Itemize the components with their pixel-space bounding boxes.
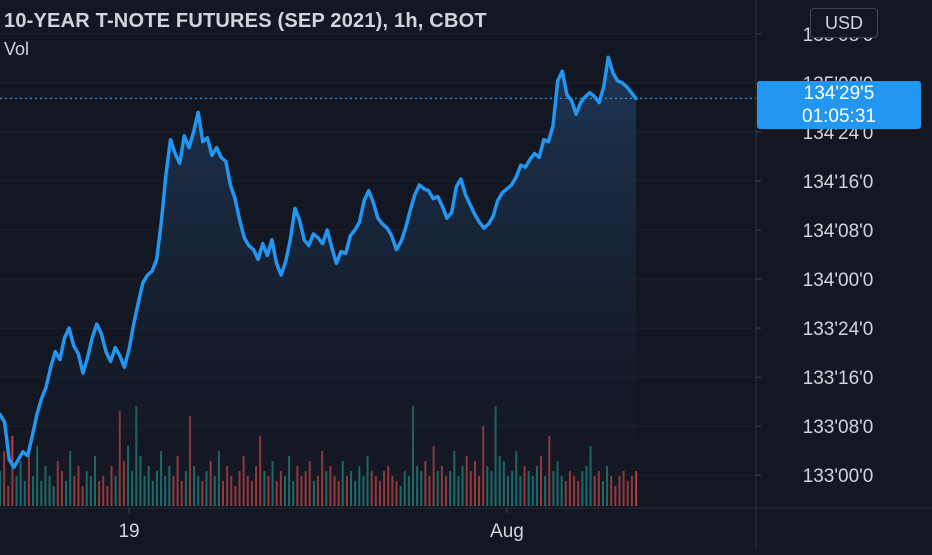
y-tick-label: 133'24'0 — [803, 319, 874, 340]
y-tick-label: 134'00'0 — [803, 270, 874, 291]
price-area — [0, 57, 636, 507]
bar-countdown: 01:05:31 — [802, 106, 876, 127]
y-tick-label: 134'16'0 — [803, 172, 874, 193]
y-tick-label: 133'08'0 — [803, 417, 874, 438]
currency-button[interactable]: USD — [810, 8, 878, 38]
volume-label: Vol — [4, 39, 30, 59]
x-tick-label: Aug — [490, 521, 524, 542]
price-area-fill — [0, 57, 636, 507]
last-price-value: 134'29'5 — [803, 83, 875, 104]
price-series-line — [0, 55, 638, 470]
y-tick-label: 134'08'0 — [803, 221, 874, 242]
last-price-tag: 134'29'5 01:05:31 — [757, 81, 921, 129]
price-line — [0, 55, 756, 470]
symbol-title: 10-YEAR T-NOTE FUTURES (SEP 2021), 1h, C… — [4, 10, 487, 32]
y-tick-label: 133'00'0 — [803, 466, 874, 487]
time-axis[interactable]: 19 Aug — [118, 508, 524, 542]
y-tick-label: 133'16'0 — [803, 368, 874, 389]
x-tick-label: 19 — [118, 521, 139, 542]
